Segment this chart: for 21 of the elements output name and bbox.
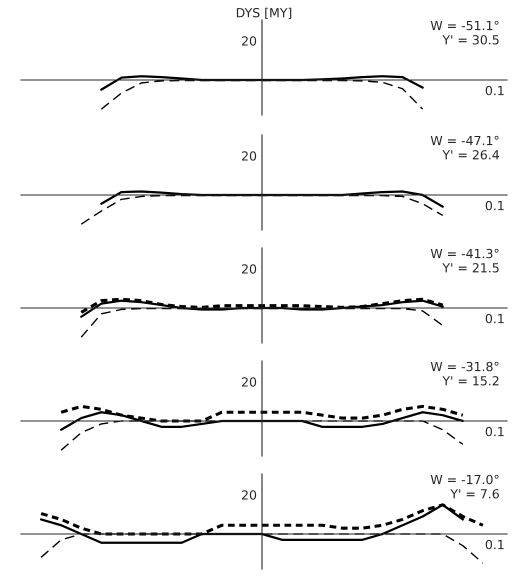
annotation: 0.1 — [486, 86, 504, 96]
text: Y' = 7.6 — [450, 489, 499, 499]
text: Y' = 15.2 — [442, 376, 498, 386]
text: W = -47.1° — [430, 136, 499, 146]
text: W = -51.1° — [430, 20, 499, 30]
annotation: 0.1 — [486, 314, 504, 324]
annotation: 0.1 — [486, 200, 504, 210]
text: 20 — [242, 377, 256, 387]
annotation: 0.1 — [486, 426, 504, 436]
chart-title: DYS [MY] — [236, 8, 292, 19]
text: 20 — [242, 490, 256, 500]
text: Y' = 30.5 — [442, 35, 499, 45]
text: W = -31.8° — [430, 362, 499, 372]
text: W = -17.0° — [430, 474, 499, 484]
text: 20 — [242, 264, 256, 274]
text: W = -41.3° — [430, 248, 499, 258]
text: 20 — [242, 151, 256, 161]
text: Y' = 21.5 — [442, 263, 499, 273]
annotation: 0.1 — [486, 540, 504, 550]
text: 20 — [242, 36, 256, 46]
text: Y' = 26.4 — [442, 150, 500, 160]
